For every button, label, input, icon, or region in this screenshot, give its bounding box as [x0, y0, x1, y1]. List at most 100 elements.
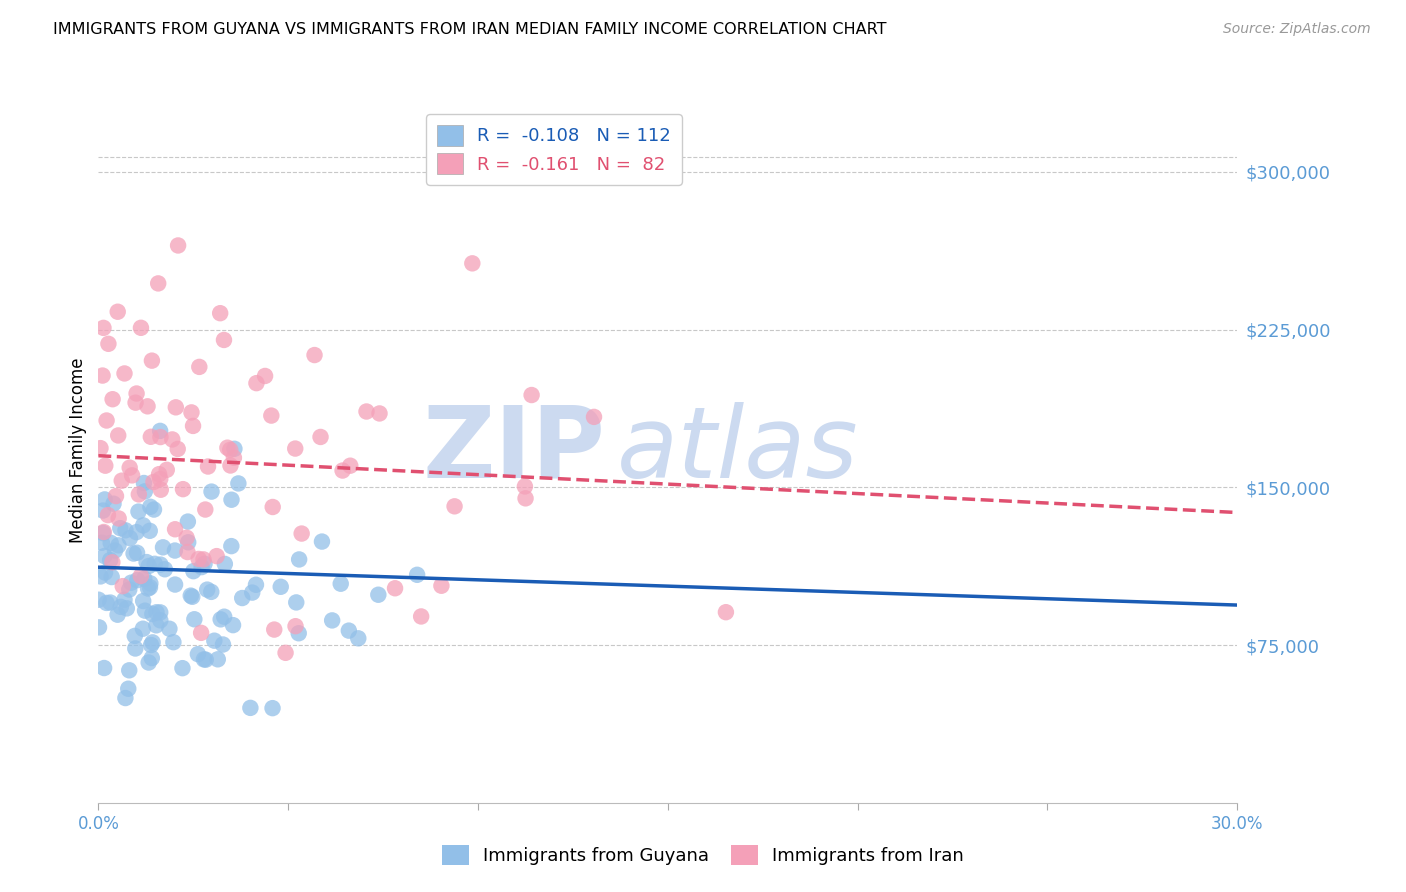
- Point: [111, 474, 134, 488]
- Point: [100, 570, 122, 584]
- Point: [139, 500, 162, 514]
- Point: [329, 576, 352, 591]
- Point: [107, 428, 129, 442]
- Point: [321, 614, 343, 628]
- Point: [177, 515, 200, 529]
- Point: [118, 531, 141, 545]
- Point: [176, 531, 198, 545]
- Point: [149, 472, 172, 486]
- Point: [114, 691, 136, 706]
- Point: [209, 612, 232, 626]
- Point: [193, 557, 215, 571]
- Point: [430, 579, 453, 593]
- Point: [193, 652, 215, 666]
- Point: [172, 661, 194, 675]
- Point: [97, 336, 120, 351]
- Point: [200, 585, 222, 599]
- Point: [337, 624, 360, 638]
- Point: [187, 647, 209, 661]
- Legend: R =  -0.108   N = 112, R =  -0.161   N =  82: R = -0.108 N = 112, R = -0.161 N = 82: [426, 114, 682, 185]
- Point: [118, 460, 141, 475]
- Point: [152, 541, 174, 555]
- Point: [172, 482, 194, 496]
- Point: [190, 560, 212, 574]
- Point: [122, 547, 145, 561]
- Point: [190, 625, 212, 640]
- Point: [224, 442, 246, 456]
- Point: [194, 653, 217, 667]
- Text: IMMIGRANTS FROM GUYANA VS IMMIGRANTS FROM IRAN MEDIAN FAMILY INCOME CORRELATION : IMMIGRANTS FROM GUYANA VS IMMIGRANTS FRO…: [53, 22, 887, 37]
- Point: [262, 701, 284, 715]
- Point: [260, 409, 283, 423]
- Point: [148, 277, 170, 291]
- Point: [89, 569, 111, 583]
- Point: [221, 539, 243, 553]
- Point: [125, 525, 148, 540]
- Text: atlas: atlas: [617, 402, 858, 499]
- Point: [93, 321, 115, 335]
- Point: [202, 633, 225, 648]
- Point: [187, 552, 209, 566]
- Point: [163, 543, 186, 558]
- Point: [93, 661, 115, 675]
- Point: [98, 596, 121, 610]
- Point: [111, 579, 134, 593]
- Point: [167, 238, 190, 252]
- Point: [165, 401, 187, 415]
- Point: [129, 569, 152, 583]
- Point: [219, 458, 242, 473]
- Point: [219, 442, 242, 457]
- Point: [714, 605, 737, 619]
- Point: [207, 652, 229, 666]
- Point: [143, 557, 166, 571]
- Point: [90, 535, 112, 549]
- Point: [222, 618, 245, 632]
- Point: [135, 555, 157, 569]
- Point: [141, 353, 163, 368]
- Point: [127, 505, 149, 519]
- Point: [103, 497, 125, 511]
- Point: [125, 546, 148, 560]
- Point: [139, 524, 162, 538]
- Point: [107, 607, 129, 622]
- Point: [356, 404, 378, 418]
- Point: [91, 368, 114, 383]
- Point: [132, 518, 155, 533]
- Point: [149, 558, 172, 572]
- Point: [582, 409, 605, 424]
- Point: [93, 524, 115, 539]
- Point: [200, 484, 222, 499]
- Point: [104, 543, 127, 558]
- Point: [134, 572, 156, 586]
- Point: [114, 592, 136, 607]
- Point: [156, 463, 179, 477]
- Point: [165, 577, 187, 591]
- Point: [132, 622, 155, 636]
- Point: [284, 619, 307, 633]
- Point: [101, 555, 124, 569]
- Point: [339, 458, 361, 473]
- Point: [121, 468, 143, 483]
- Point: [91, 526, 114, 541]
- Point: [136, 400, 159, 414]
- Point: [124, 641, 146, 656]
- Point: [124, 629, 146, 643]
- Point: [110, 599, 132, 614]
- Point: [284, 442, 307, 456]
- Point: [149, 606, 172, 620]
- Point: [142, 475, 165, 489]
- Point: [141, 651, 163, 665]
- Point: [368, 407, 391, 421]
- Point: [262, 500, 284, 514]
- Point: [149, 430, 172, 444]
- Text: ZIP: ZIP: [422, 402, 605, 499]
- Point: [515, 491, 537, 506]
- Point: [332, 464, 354, 478]
- Point: [101, 392, 124, 407]
- Point: [176, 545, 198, 559]
- Point: [209, 306, 232, 320]
- Point: [181, 418, 204, 433]
- Point: [118, 582, 141, 597]
- Point: [513, 479, 536, 493]
- Point: [245, 578, 267, 592]
